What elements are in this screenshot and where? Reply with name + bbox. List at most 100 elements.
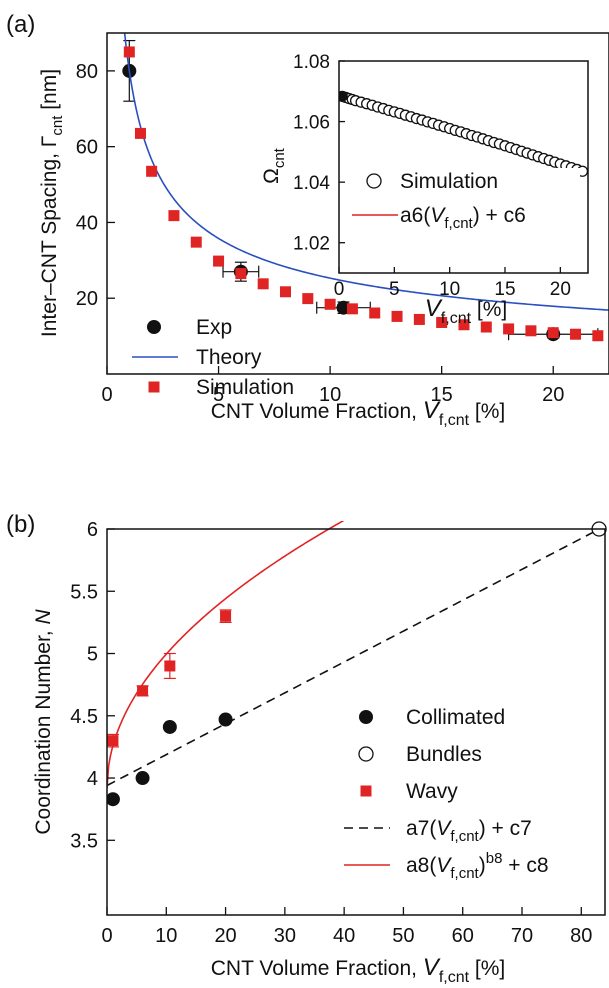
data-point — [137, 685, 149, 697]
data-point — [135, 771, 150, 786]
y-tick-label: 1.06 — [293, 113, 330, 134]
series-theory — [123, 33, 609, 311]
series-line — [107, 521, 345, 789]
y-tick-label: 1.08 — [293, 52, 330, 73]
legend-label: a8(Vf,cnt)b8 + c8 — [406, 850, 549, 882]
data-point — [346, 303, 358, 315]
x-tick-label: 80 — [570, 925, 592, 947]
x-axis-label-inset: Vf,cnt [%] — [425, 295, 507, 327]
y-ticks-a: 20 40 60 80 — [76, 61, 115, 310]
series-line — [123, 33, 609, 311]
legend-marker — [359, 710, 373, 724]
data-point — [162, 719, 177, 734]
x-tick-label: 15 — [494, 279, 515, 300]
x-tick-label: 30 — [274, 925, 296, 947]
legend-marker — [358, 746, 374, 762]
legend-label: a7(Vf,cnt) + c7 — [406, 817, 532, 845]
legend-inset-bg — [350, 168, 580, 252]
x-ticks-a: 0 5 10 15 20 — [101, 366, 564, 406]
x-axis-label-b: CNT Volume Fraction, Vf,cnt [%] — [211, 954, 505, 986]
x-tick-label: 40 — [333, 925, 355, 947]
plot-frame-a — [106, 32, 609, 375]
series-simulation-filled — [339, 91, 348, 102]
x-tick-label: 50 — [392, 925, 414, 947]
x-axis-label-a: CNT Volume Fraction, Vf,cnt [%] — [211, 397, 505, 429]
y-axis-label-b: Coordination Number, N — [32, 609, 55, 835]
y-tick-label: 6 — [87, 519, 98, 541]
legend-marker — [148, 381, 160, 393]
data-point — [391, 310, 403, 322]
data-point — [134, 127, 146, 139]
data-point — [339, 91, 348, 102]
data-point — [570, 328, 582, 340]
series-a8-v-f-cnt-b8-c8 — [107, 521, 345, 789]
data-point — [235, 268, 247, 280]
x-tick-label: 20 — [542, 384, 564, 406]
y-tick-label: 20 — [76, 288, 98, 310]
y-tick-label: 40 — [76, 212, 98, 234]
inset-frame — [338, 60, 589, 274]
data-point — [436, 316, 448, 328]
y-axis-label-a: Inter–CNT Spacing, Γcnt [nm] — [38, 69, 66, 337]
legend-label: Wavy — [406, 780, 458, 803]
data-point — [547, 327, 559, 339]
x-tick-label: 10 — [319, 384, 341, 406]
data-point — [413, 313, 425, 325]
legend-a: Exp Theory Simulation — [132, 316, 294, 399]
y-tick-label: 5 — [87, 644, 98, 666]
y-axis-label-inset: Ωcnt — [260, 147, 288, 184]
legend-marker — [366, 173, 382, 189]
panel-label-b: (b) — [6, 511, 35, 538]
data-point — [458, 319, 470, 331]
x-tick-label: 10 — [155, 925, 177, 947]
data-point — [480, 321, 492, 333]
x-tick-label: 20 — [550, 279, 571, 300]
series-collimated — [107, 712, 233, 807]
legend-label: Collimated — [406, 706, 505, 729]
x-tick-label: 10 — [439, 279, 460, 300]
y-ticks-b: 3.5 4 4.5 5 5.5 6 — [70, 519, 115, 852]
x-ticks-b: 0 10 20 30 40 50 60 70 80 — [101, 907, 592, 947]
data-point — [218, 712, 233, 727]
data-point — [324, 298, 336, 310]
data-point — [257, 278, 269, 290]
legend-marker — [147, 320, 161, 334]
data-point — [123, 46, 135, 58]
legend-label: Exp — [196, 316, 232, 339]
y-tick-label: 80 — [76, 61, 98, 83]
plot-frame-b — [106, 528, 606, 916]
legend-label: Bundles — [406, 743, 482, 766]
x-tick-label: 0 — [101, 384, 112, 406]
data-point — [302, 293, 314, 305]
data-point — [107, 735, 119, 747]
data-point — [369, 307, 381, 319]
data-point — [525, 325, 537, 337]
x-tick-label: 5 — [213, 384, 224, 406]
data-point — [503, 323, 515, 335]
x-ticks-inset: 0 5 10 15 20 — [334, 267, 571, 300]
legend-inset: Simulation a6(Vf,cnt) + c6 — [350, 168, 580, 252]
y-tick-label: 1.04 — [293, 173, 330, 194]
legend-label: Simulation — [400, 170, 498, 193]
x-tick-label: 20 — [214, 925, 236, 947]
legend-label: a6(Vf,cnt) + c6 — [400, 204, 526, 232]
data-point — [164, 660, 176, 672]
y-tick-label: 4.5 — [70, 706, 98, 728]
x-tick-label: 60 — [452, 925, 474, 947]
y-tick-label: 3.5 — [70, 830, 98, 852]
legend-marker — [360, 785, 372, 797]
y-tick-label: 4 — [87, 768, 98, 790]
y-tick-label: 5.5 — [70, 581, 98, 603]
y-tick-label: 60 — [76, 137, 98, 159]
series-a7-v-f-cnt-c7 — [107, 525, 606, 787]
data-point — [220, 610, 232, 622]
y-tick-label: 1.02 — [293, 234, 330, 255]
data-point — [168, 210, 180, 222]
series-simulation — [123, 46, 604, 342]
data-point — [592, 330, 604, 342]
legend-label: Simulation — [196, 376, 294, 399]
x-tick-label: 15 — [431, 384, 453, 406]
x-tick-label: 70 — [511, 925, 533, 947]
x-tick-label: 0 — [101, 925, 112, 947]
